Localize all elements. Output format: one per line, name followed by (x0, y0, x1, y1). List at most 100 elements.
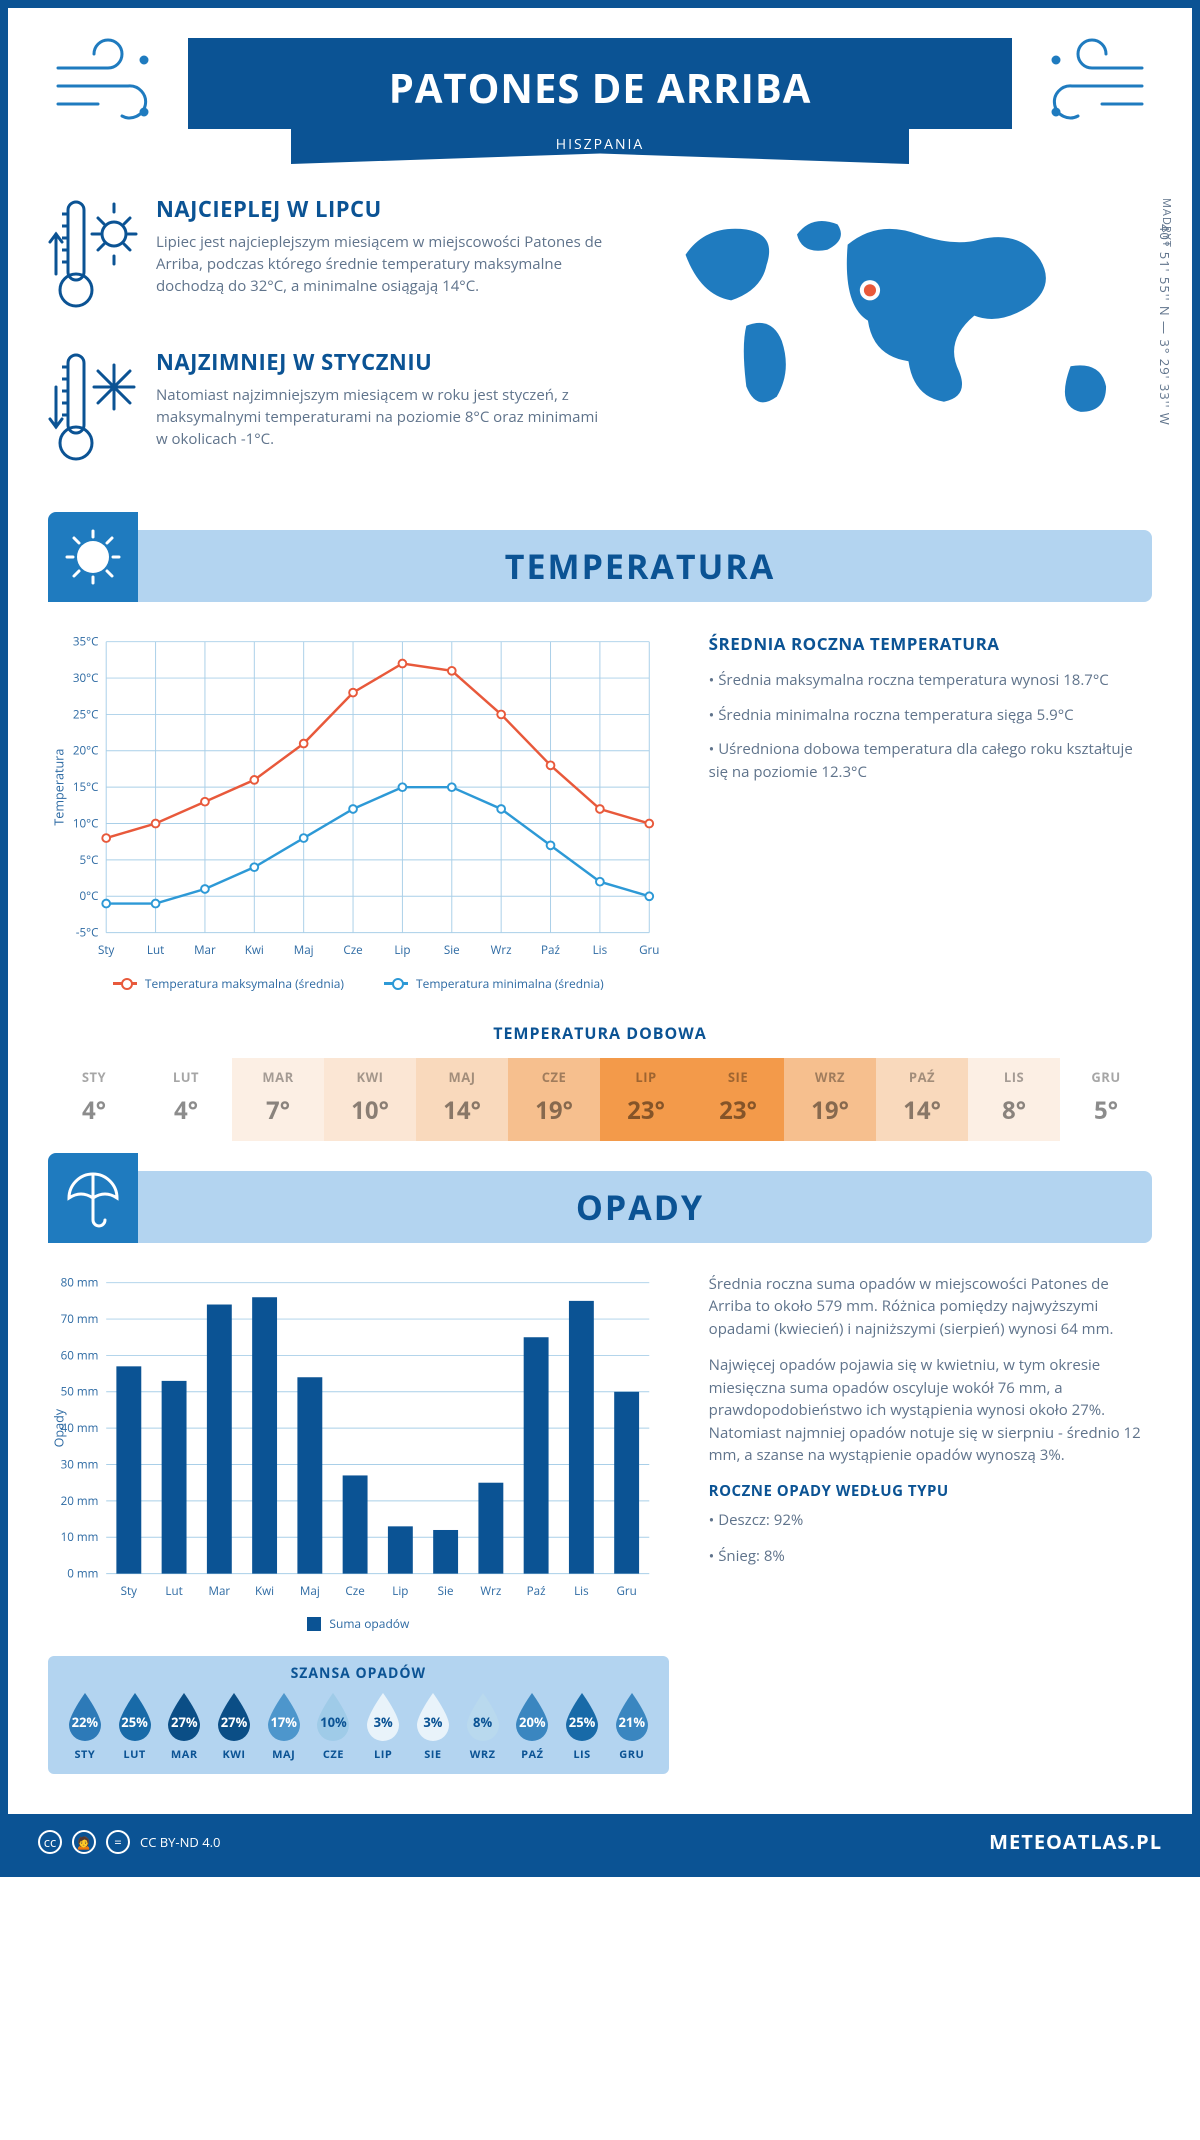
fact-cold-title: NAJZIMNIEJ W STYCZNIU (156, 347, 605, 377)
page-subtitle: HISZPANIA (291, 129, 909, 164)
svg-text:15°C: 15°C (73, 780, 99, 795)
precip-type-heading: ROCZNE OPADY WEDŁUG TYPU (709, 1481, 1152, 1501)
temp-bullet-3: • Uśredniona dobowa temperatura dla całe… (709, 738, 1152, 783)
wind-icon-right (1032, 38, 1152, 133)
chance-title: SZANSA OPADÓW (48, 1656, 669, 1691)
drop-icon: 3% (361, 1691, 405, 1743)
sun-icon (48, 512, 138, 602)
svg-text:Sty: Sty (121, 1584, 138, 1599)
svg-text:25°C: 25°C (73, 707, 99, 722)
precip-chance: SZANSA OPADÓW 22% STY 25% LUT 27% MAR 27… (48, 1656, 669, 1774)
thermometer-cold-icon (48, 347, 138, 472)
chance-cell: 21% GRU (607, 1691, 657, 1762)
svg-text:Lis: Lis (593, 943, 608, 958)
svg-text:Sie: Sie (444, 943, 460, 958)
nd-icon: = (106, 1830, 130, 1854)
daily-cell: STY4° (48, 1058, 140, 1141)
svg-text:35°C: 35°C (73, 635, 99, 650)
facts: NAJCIEPLEJ W LIPCU Lipiec jest najcieple… (48, 194, 605, 500)
daily-cell: MAR7° (232, 1058, 324, 1141)
svg-text:Cze: Cze (345, 1584, 364, 1599)
drop-icon: 25% (113, 1691, 157, 1743)
svg-text:Lip: Lip (392, 1584, 408, 1599)
temperature-chart: -5°C0°C5°C10°C15°C20°C25°C30°C35°CStyLut… (48, 632, 669, 992)
temperature-body: -5°C0°C5°C10°C15°C20°C25°C30°C35°CStyLut… (48, 632, 1152, 992)
coordinates: 40° 51' 55'' N — 3° 29' 33'' W (1156, 224, 1174, 426)
daily-cell: GRU5° (1060, 1058, 1152, 1141)
svg-text:80 mm: 80 mm (61, 1275, 99, 1290)
chance-cell: 17% MAJ (259, 1691, 309, 1762)
svg-text:Lut: Lut (147, 943, 164, 958)
svg-text:0 mm: 0 mm (67, 1566, 98, 1581)
daily-cell: WRZ19° (784, 1058, 876, 1141)
daily-cell: PAŹ14° (876, 1058, 968, 1141)
drop-icon: 20% (510, 1691, 554, 1743)
world-map-icon (645, 194, 1152, 434)
chance-cell: 3% SIE (408, 1691, 458, 1762)
fact-cold: NAJZIMNIEJ W STYCZNIU Natomiast najzimni… (48, 347, 605, 472)
svg-text:Wrz: Wrz (491, 943, 512, 958)
by-icon: 🙍 (72, 1830, 96, 1854)
wind-icon-left (48, 38, 168, 133)
svg-text:Lis: Lis (574, 1584, 589, 1599)
svg-text:Cze: Cze (343, 943, 362, 958)
svg-text:Paź: Paź (541, 943, 560, 958)
svg-text:Sie: Sie (438, 1584, 454, 1599)
drop-icon: 22% (63, 1691, 107, 1743)
chance-cell: 25% LIS (557, 1691, 607, 1762)
chance-cell: 27% KWI (209, 1691, 259, 1762)
fact-hot-title: NAJCIEPLEJ W LIPCU (156, 194, 605, 224)
header: PATONES DE ARRIBA HISZPANIA (48, 38, 1152, 164)
footer: cc 🙍 = CC BY-ND 4.0 METEOATLAS.PL (8, 1814, 1192, 1869)
section-temperature: TEMPERATURA (48, 530, 1152, 602)
svg-text:30 mm: 30 mm (61, 1457, 99, 1472)
svg-text:70 mm: 70 mm (61, 1312, 99, 1327)
svg-text:0°C: 0°C (79, 889, 98, 904)
section-title-precipitation: OPADY (168, 1184, 1112, 1230)
svg-text:Kwi: Kwi (245, 943, 264, 958)
daily-cell: CZE19° (508, 1058, 600, 1141)
fact-hot-text: Lipiec jest najcieplejszym miesiącem w m… (156, 232, 605, 297)
drop-icon: 17% (262, 1691, 306, 1743)
daily-cell: KWI10° (324, 1058, 416, 1141)
svg-text:10 mm: 10 mm (61, 1530, 99, 1545)
svg-text:50 mm: 50 mm (61, 1384, 99, 1399)
daily-cell: SIE23° (692, 1058, 784, 1141)
svg-text:Maj: Maj (300, 1584, 320, 1599)
svg-text:Maj: Maj (294, 943, 314, 958)
title-ribbon: PATONES DE ARRIBA HISZPANIA (188, 38, 1012, 164)
chance-cell: 27% MAR (159, 1691, 209, 1762)
svg-text:Opady: Opady (51, 1408, 68, 1447)
precip-p2: Najwięcej opadów pojawia się w kwietniu,… (709, 1354, 1152, 1467)
page-title: PATONES DE ARRIBA (198, 60, 1002, 115)
svg-text:Sty: Sty (98, 943, 115, 958)
legend-min: Temperatura minimalna (średnia) (416, 975, 604, 992)
daily-cell: MAJ14° (416, 1058, 508, 1141)
daily-cell: LUT4° (140, 1058, 232, 1141)
chance-cell: 22% STY (60, 1691, 110, 1762)
precip-legend: Suma opadów (329, 1615, 409, 1632)
svg-text:Lut: Lut (165, 1584, 182, 1599)
chance-cell: 8% WRZ (458, 1691, 508, 1762)
svg-text:30°C: 30°C (73, 671, 99, 686)
precip-rain: • Deszcz: 92% (709, 1509, 1152, 1532)
thermometer-hot-icon (48, 194, 138, 319)
svg-text:Gru: Gru (616, 1584, 636, 1599)
license-text: CC BY-ND 4.0 (140, 1833, 220, 1851)
cc-icon: cc (38, 1830, 62, 1854)
fact-hot: NAJCIEPLEJ W LIPCU Lipiec jest najcieple… (48, 194, 605, 319)
svg-text:Wrz: Wrz (480, 1584, 501, 1599)
temp-legend: Temperatura maksymalna (średnia) Tempera… (48, 975, 669, 992)
svg-text:Temperatura: Temperatura (51, 749, 68, 826)
drop-icon: 25% (560, 1691, 604, 1743)
temp-summary-heading: ŚREDNIA ROCZNA TEMPERATURA (709, 632, 1152, 655)
temp-bullet-1: • Średnia maksymalna roczna temperatura … (709, 669, 1152, 692)
temp-bullet-2: • Średnia minimalna roczna temperatura s… (709, 704, 1152, 727)
chance-cell: 3% LIP (358, 1691, 408, 1762)
page-root: PATONES DE ARRIBA HISZPANIA (0, 0, 1200, 1877)
daily-temp-strip: STY4°LUT4°MAR7°KWI10°MAJ14°CZE19°LIP23°S… (48, 1058, 1152, 1141)
drop-icon: 27% (162, 1691, 206, 1743)
drop-icon: 27% (212, 1691, 256, 1743)
daily-cell: LIS8° (968, 1058, 1060, 1141)
chance-cell: 20% PAŹ (507, 1691, 557, 1762)
